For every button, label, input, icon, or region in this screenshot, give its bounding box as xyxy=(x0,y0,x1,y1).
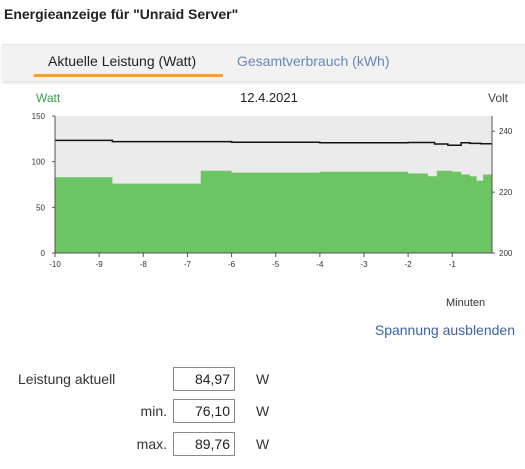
power-area-series xyxy=(55,170,492,253)
min-power-label: min. xyxy=(140,403,167,419)
max-power-unit: W xyxy=(256,436,270,452)
power-chart: 0 50 100 150 200 220 240 -10 -9 -8 -7 -6 -5 -4 -3 -2 -1 … xyxy=(0,84,525,324)
tab-total-consumption[interactable]: Gesamtverbrauch (kWh) xyxy=(237,53,390,69)
min-power-unit: W xyxy=(256,403,270,419)
right-tick-label: 220 xyxy=(499,188,513,197)
chart-date: 12.4.2021 xyxy=(240,90,298,105)
left-tick-label: 150 xyxy=(32,112,46,121)
left-tick-label: 50 xyxy=(36,203,45,212)
tab-current-power[interactable]: Aktuelle Leistung (Watt) xyxy=(48,53,197,69)
right-axis-label: Volt xyxy=(488,91,509,105)
page-title: Energieanzeige für "Unraid Server" xyxy=(4,6,239,22)
x-tick-label: -1 xyxy=(449,260,457,269)
voltage-line-series xyxy=(55,139,492,146)
left-axis-label: Watt xyxy=(36,91,61,105)
current-power-value: 84,97 xyxy=(173,367,235,391)
max-power-label: max. xyxy=(136,436,167,452)
current-power-unit: W xyxy=(256,371,270,387)
x-tick-label: -2 xyxy=(405,260,413,269)
toggle-voltage-link[interactable]: Spannung ausblenden xyxy=(374,322,515,338)
x-tick-label: -8 xyxy=(140,260,148,269)
right-tick-label: 240 xyxy=(499,127,513,136)
active-tab-indicator xyxy=(34,74,223,77)
x-tick-label: -3 xyxy=(360,260,368,269)
x-tick-label: -9 xyxy=(96,260,104,269)
max-power-value: 89,76 xyxy=(173,432,235,456)
tab-bar: Aktuelle Leistung (Watt) Gesamtverbrauch… xyxy=(2,44,525,81)
power-chart-svg: 0 50 100 150 200 220 240 -10 -9 -8 -7 -6 -5 -4 -3 -2 -1 xyxy=(32,112,513,269)
right-tick-label: 200 xyxy=(499,249,513,258)
current-power-label: Leistung aktuell xyxy=(18,371,116,387)
min-power-value: 76,10 xyxy=(173,399,235,423)
left-tick-label: 0 xyxy=(41,249,46,258)
x-tick-label: -4 xyxy=(316,260,324,269)
x-tick-label: -7 xyxy=(184,260,192,269)
left-tick-label: 100 xyxy=(32,158,46,167)
x-axis-label: Minuten xyxy=(446,297,486,309)
x-tick-label: -6 xyxy=(228,260,236,269)
x-tick-label: -5 xyxy=(272,260,280,269)
x-tick-label: -10 xyxy=(49,260,61,269)
